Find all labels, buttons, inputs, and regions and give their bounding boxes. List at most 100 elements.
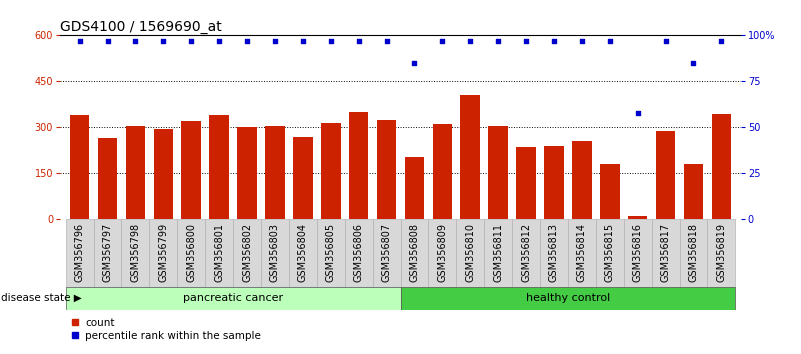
Bar <box>154 129 173 219</box>
Bar <box>376 120 396 219</box>
Bar <box>517 147 536 219</box>
Text: disease state ▶: disease state ▶ <box>1 293 82 303</box>
Text: GSM356800: GSM356800 <box>186 223 196 282</box>
Bar <box>149 219 177 287</box>
Bar <box>66 287 400 310</box>
Point <box>492 38 505 44</box>
Bar <box>122 219 149 287</box>
Text: GSM356801: GSM356801 <box>214 223 224 282</box>
Bar <box>652 219 679 287</box>
Bar <box>628 216 647 219</box>
Point <box>296 38 309 44</box>
Bar <box>568 219 596 287</box>
Text: GSM356814: GSM356814 <box>577 223 587 282</box>
Bar <box>94 219 122 287</box>
Point <box>352 38 365 44</box>
Point <box>575 38 588 44</box>
Text: GSM356797: GSM356797 <box>103 223 112 282</box>
Text: GSM356807: GSM356807 <box>381 223 392 282</box>
Bar <box>233 219 261 287</box>
Bar <box>237 127 257 219</box>
Text: GSM356811: GSM356811 <box>493 223 503 282</box>
Text: GSM356806: GSM356806 <box>354 223 364 282</box>
Bar <box>372 219 400 287</box>
Bar <box>684 164 703 219</box>
Point <box>548 38 561 44</box>
Bar <box>656 131 675 219</box>
Bar <box>182 121 201 219</box>
Bar <box>489 126 508 219</box>
Point <box>715 38 728 44</box>
Bar <box>344 219 372 287</box>
Point <box>687 60 700 66</box>
Bar <box>261 219 289 287</box>
Point <box>185 38 198 44</box>
Bar <box>98 138 117 219</box>
Bar <box>624 219 652 287</box>
Text: GSM356796: GSM356796 <box>74 223 85 282</box>
Text: GSM356804: GSM356804 <box>298 223 308 282</box>
Point <box>129 38 142 44</box>
Bar <box>321 123 340 219</box>
Bar <box>293 137 312 219</box>
Bar <box>70 115 90 219</box>
Bar <box>265 126 284 219</box>
Bar <box>485 219 512 287</box>
Text: GSM356816: GSM356816 <box>633 223 642 282</box>
Point <box>603 38 616 44</box>
Point <box>213 38 226 44</box>
Point <box>436 38 449 44</box>
Text: GSM356819: GSM356819 <box>716 223 727 282</box>
Point <box>101 38 114 44</box>
Bar <box>544 146 564 219</box>
Text: GSM356813: GSM356813 <box>549 223 559 282</box>
Bar <box>400 287 735 310</box>
Bar <box>316 219 344 287</box>
Text: GSM356809: GSM356809 <box>437 223 447 282</box>
Bar <box>512 219 540 287</box>
Bar <box>457 219 485 287</box>
Text: healthy control: healthy control <box>525 293 610 303</box>
Text: GSM356805: GSM356805 <box>326 223 336 282</box>
Text: GSM356798: GSM356798 <box>131 223 140 282</box>
Bar <box>289 219 316 287</box>
Bar <box>707 219 735 287</box>
Point <box>73 38 86 44</box>
Bar <box>433 124 452 219</box>
Bar <box>405 156 425 219</box>
Text: GSM356810: GSM356810 <box>465 223 475 282</box>
Text: GSM356802: GSM356802 <box>242 223 252 282</box>
Bar <box>679 219 707 287</box>
Text: GSM356803: GSM356803 <box>270 223 280 282</box>
Bar <box>349 112 368 219</box>
Point <box>464 38 477 44</box>
Point <box>324 38 337 44</box>
Text: GSM356799: GSM356799 <box>159 223 168 282</box>
Bar <box>600 164 619 219</box>
Point <box>380 38 393 44</box>
Bar <box>400 219 429 287</box>
Bar <box>596 219 624 287</box>
Bar <box>66 219 94 287</box>
Text: GSM356818: GSM356818 <box>689 223 698 282</box>
Point <box>631 110 644 115</box>
Text: pancreatic cancer: pancreatic cancer <box>183 293 283 303</box>
Bar <box>711 114 731 219</box>
Bar <box>126 126 145 219</box>
Point <box>408 60 421 66</box>
Point <box>157 38 170 44</box>
Bar <box>572 141 592 219</box>
Bar <box>205 219 233 287</box>
Text: GSM356815: GSM356815 <box>605 223 615 282</box>
Text: GDS4100 / 1569690_at: GDS4100 / 1569690_at <box>60 21 222 34</box>
Bar <box>540 219 568 287</box>
Point <box>268 38 281 44</box>
Point <box>520 38 533 44</box>
Legend: count, percentile rank within the sample: count, percentile rank within the sample <box>66 314 265 345</box>
Text: GSM356817: GSM356817 <box>661 223 670 282</box>
Text: GSM356808: GSM356808 <box>409 223 420 282</box>
Point <box>659 38 672 44</box>
Point <box>240 38 253 44</box>
Bar <box>177 219 205 287</box>
Bar <box>461 95 480 219</box>
